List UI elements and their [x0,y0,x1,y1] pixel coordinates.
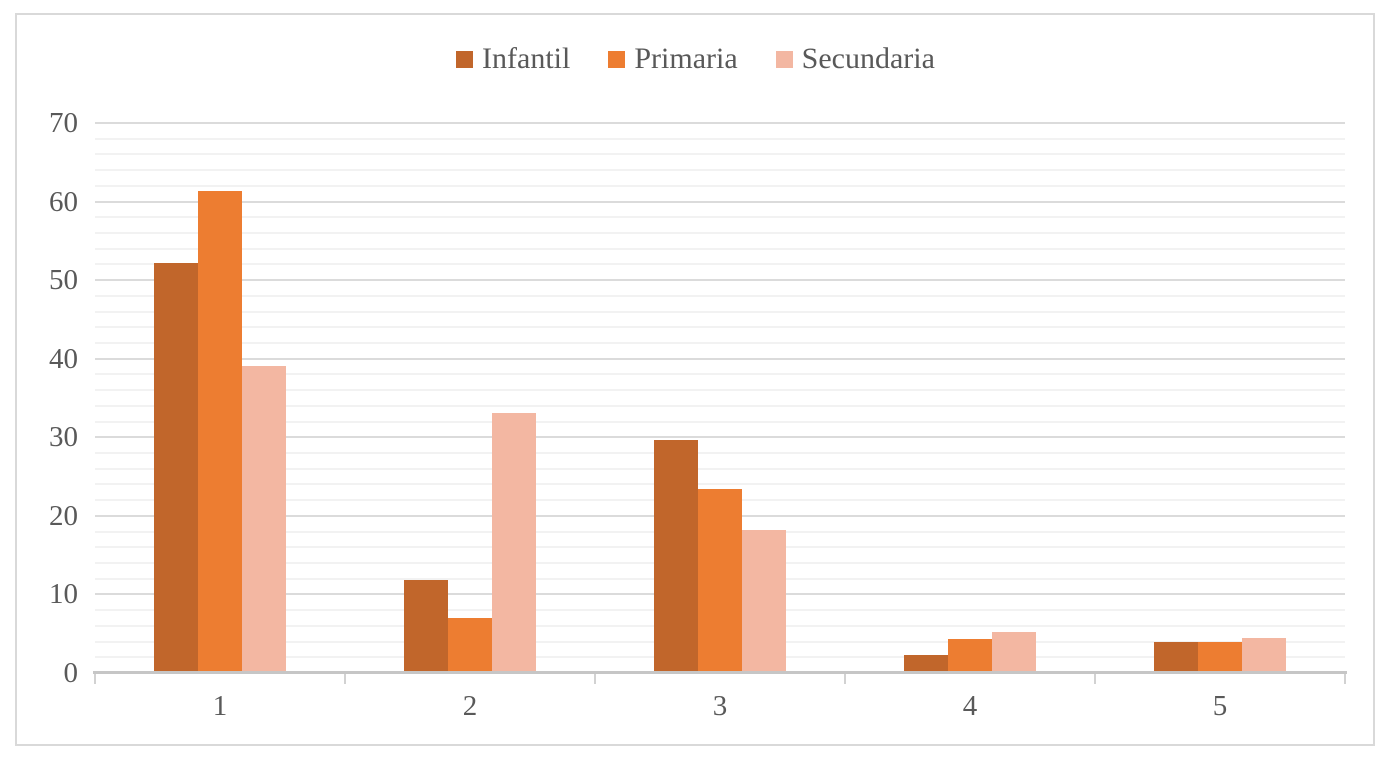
bar-primaria-5 [1198,642,1242,673]
bar-group-4 [904,632,1036,673]
minor-gridline [95,169,1345,172]
bar-infantil-5 [1154,641,1198,673]
minor-gridline [95,342,1345,344]
y-axis-label: 70 [49,107,78,139]
bar-group-1 [154,190,286,673]
y-axis-label: 60 [49,185,78,218]
minor-gridline [95,373,1345,376]
y-axis-label: 20 [49,499,78,532]
major-gridline [95,122,1345,124]
minor-gridline [95,389,1345,392]
minor-gridline [95,294,1345,297]
bar-infantil-2 [404,580,448,673]
x-axis-label-4: 4 [962,690,978,722]
minor-gridline [95,483,1345,486]
minor-gridline [95,326,1345,329]
x-axis-tick [594,674,596,684]
x-axis-label-2: 2 [462,690,478,722]
y-axis-label: 50 [49,264,78,297]
legend-label-secundaria: Secundaria [801,42,935,75]
bar-primaria-2 [448,618,492,673]
minor-gridline [95,232,1345,234]
minor-gridline [95,216,1345,219]
legend-item-primaria: Primaria [608,42,738,75]
legend-item-secundaria: Secundaria [775,42,935,75]
minor-gridline [95,420,1345,423]
legend-swatch-primaria [608,50,626,68]
x-axis-tick [1344,674,1346,684]
y-axis-label: 0 [63,657,79,689]
y-axis-label: 40 [49,342,78,375]
major-gridline [95,279,1345,282]
bar-primaria-1 [198,190,242,673]
minor-gridline [95,247,1345,250]
bar-group-2 [404,412,536,673]
bar-primaria-4 [948,639,992,673]
bar-group-5 [1154,637,1286,673]
bar-group-3 [654,439,786,673]
x-axis-tick [1094,674,1096,684]
x-axis-label-5: 5 [1212,690,1228,722]
minor-gridline [95,452,1345,454]
minor-gridline [95,310,1345,313]
x-axis-tick [94,674,96,684]
x-axis-tick [344,674,346,684]
y-axis-label: 30 [49,421,78,454]
bar-secundaria-3 [742,530,786,673]
x-axis-tick [844,674,846,684]
minor-gridline [95,467,1345,470]
legend-item-infantil: Infantil [456,44,570,74]
major-gridline [95,436,1345,439]
minor-gridline [95,263,1345,266]
bar-infantil-1 [154,262,198,673]
legend-swatch-secundaria [775,50,793,68]
legend-label-primaria: Primaria [634,42,738,75]
minor-gridline [95,153,1345,156]
bar-infantil-3 [654,439,698,673]
major-gridline [95,357,1345,360]
minor-gridline [95,137,1345,140]
x-axis-label-1: 1 [212,690,228,722]
bar-infantil-4 [904,654,948,673]
legend-label-infantil: Infantil [482,42,571,75]
bar-secundaria-1 [242,365,286,673]
bar-secundaria-5 [1242,637,1286,673]
legend-swatch-infantil [456,50,474,68]
major-gridline [95,200,1345,203]
plot-area [95,122,1345,673]
minor-gridline [95,404,1345,407]
x-axis-line [93,671,1347,674]
minor-gridline [95,184,1345,187]
bar-secundaria-4 [992,632,1036,673]
bar-primaria-3 [698,489,742,673]
bar-secundaria-2 [492,412,536,673]
x-axis-label-3: 3 [712,690,728,722]
y-axis-label: 10 [49,578,78,611]
chart-legend: Infantil Primaria Secundaria [0,44,1391,74]
